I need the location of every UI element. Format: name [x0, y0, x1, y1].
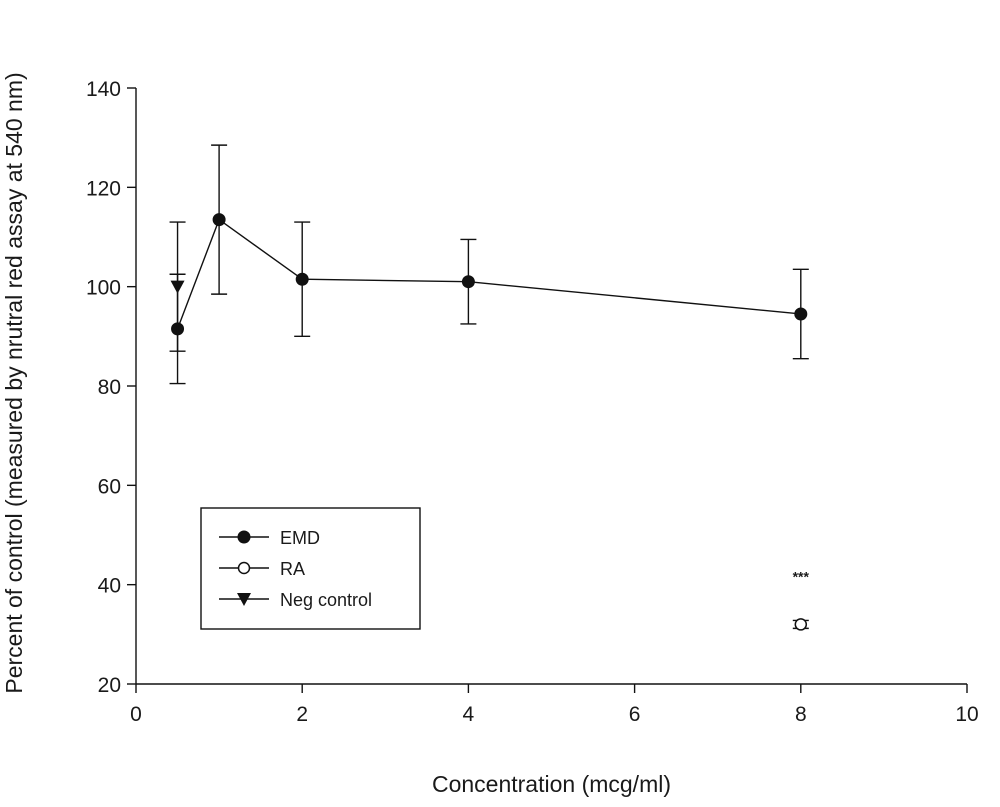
y-tick-label: 80 [98, 376, 121, 399]
emd-point [295, 272, 309, 286]
plot-area: 20 40 60 80 100 120 140 0 2 4 6 8 10 Concentration (m… [1, 72, 979, 797]
emd-point [212, 213, 226, 227]
emd-point [461, 275, 475, 289]
x-tick-label: 6 [629, 703, 641, 726]
significance-annotation: *** [793, 569, 810, 585]
x-tick-label: 4 [463, 703, 475, 726]
x-tick-label: 8 [795, 703, 807, 726]
x-tick-label: 10 [955, 703, 978, 726]
y-tick-label: 40 [98, 575, 121, 598]
legend-label-ra: RA [280, 559, 305, 579]
x-tick-label: 2 [296, 703, 308, 726]
y-tick-label: 120 [86, 177, 121, 200]
x-axis-title: Concentration (mcg/ml) [432, 771, 671, 797]
ra-point [794, 618, 808, 631]
x-tick-label: 0 [130, 703, 142, 726]
legend-label-emd: EMD [280, 528, 320, 548]
emd-point [794, 307, 808, 321]
legend-marker-neg-control [237, 593, 251, 606]
y-tick-label: 20 [98, 674, 121, 697]
y-axis-title: Percent of control (measured by nrutral … [1, 72, 27, 693]
legend-marker-emd [237, 530, 251, 544]
y-tick-label: 140 [86, 78, 121, 101]
legend-label-neg-control: Neg control [280, 590, 372, 610]
emd-series-line [176, 218, 801, 330]
neg-control-point [170, 280, 185, 294]
legend-marker-ra [237, 561, 251, 575]
y-tick-label: 60 [98, 475, 121, 498]
y-tick-label: 100 [86, 277, 121, 300]
